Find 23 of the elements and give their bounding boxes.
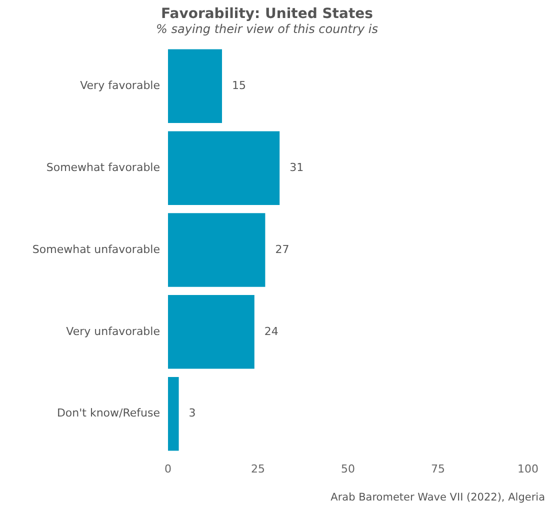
data-label: 15	[232, 79, 246, 92]
y-tick-label: Very unfavorable	[66, 324, 160, 338]
chart-title: Favorability: United States	[161, 6, 373, 22]
x-tick-label: 100	[518, 462, 538, 476]
data-label: 31	[290, 160, 304, 174]
bar	[168, 376, 179, 451]
y-tick-label: Very favorable	[80, 79, 160, 92]
data-label: 24	[264, 324, 278, 338]
x-tick-label: 50	[341, 462, 355, 476]
y-tick-label: Somewhat unfavorable	[32, 242, 160, 256]
bar	[168, 213, 266, 287]
data-label: 27	[275, 242, 290, 256]
x-tick-label: 25	[251, 462, 265, 476]
x-tick-label: 0	[164, 462, 172, 476]
bar	[168, 131, 280, 205]
text: Arab Barometer Wave VII (2022), Algeria	[330, 491, 545, 504]
x-tick-label: 75	[431, 462, 445, 476]
data-label: 3	[188, 406, 196, 420]
bar	[168, 295, 254, 369]
y-tick-label: Somewhat favorable	[46, 160, 160, 174]
chart-subtitle: % saying their view of this country is	[156, 22, 378, 36]
y-tick-label: Don't know/Refuse	[56, 406, 160, 420]
bar	[168, 49, 222, 124]
